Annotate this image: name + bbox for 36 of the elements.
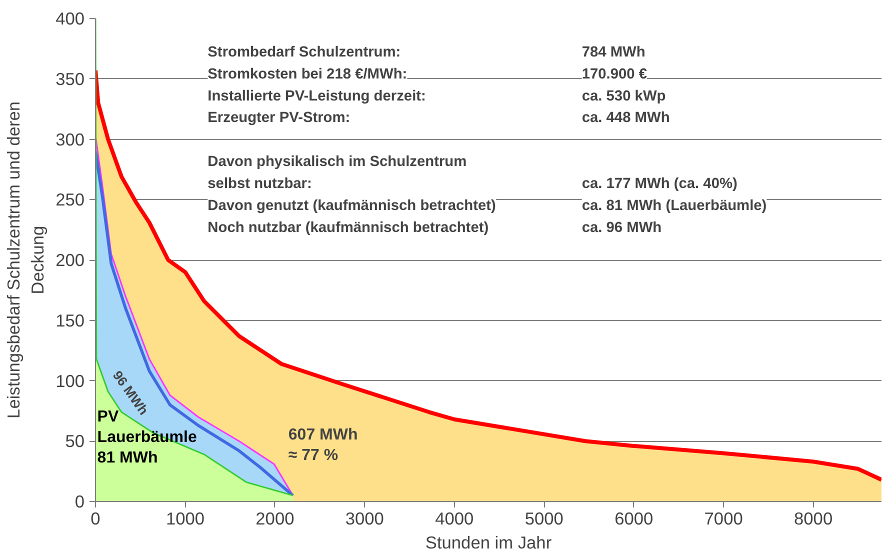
y-tick-label: 50 bbox=[65, 431, 85, 452]
x-tick-label: 4000 bbox=[435, 508, 474, 528]
y-axis-title: Leistungsbedarf Schulzentrum und deren Deckung bbox=[4, 102, 48, 418]
annotation: 607 MWh ≈ 77 % bbox=[288, 426, 358, 464]
x-tick-label: 8000 bbox=[794, 508, 833, 528]
y-tick-label: 0 bbox=[74, 492, 85, 512]
x-tick-label: 0 bbox=[90, 508, 100, 528]
y-tick-label: 200 bbox=[56, 250, 85, 270]
x-tick-label: 3000 bbox=[345, 508, 384, 528]
y-tick-label: 100 bbox=[56, 370, 85, 391]
annotation: 170.900 € bbox=[582, 66, 648, 82]
annotation: 784 MWh bbox=[582, 44, 646, 60]
annotation: ca. 177 MWh (ca. 40%) bbox=[582, 176, 738, 192]
annotation: Davon genutzt (kaufmännisch betrachtet) bbox=[208, 198, 496, 214]
y-tick-label: 300 bbox=[56, 129, 85, 150]
annotation: ca. 530 kWp bbox=[582, 88, 666, 104]
x-tick-label: 1000 bbox=[166, 508, 205, 528]
x-axis-title: Stunden im Jahr bbox=[425, 532, 552, 552]
annotation: ca. 96 MWh bbox=[582, 220, 662, 236]
annotation: ca. 81 MWh (Lauerbäumle) bbox=[582, 198, 767, 214]
y-tick-label: 150 bbox=[56, 310, 85, 330]
annotation: Installierte PV-Leistung derzeit: bbox=[208, 88, 426, 104]
x-tick-label: 6000 bbox=[614, 508, 654, 528]
annotation: Noch nutzbar (kaufmännisch betrachtet) bbox=[208, 220, 489, 236]
x-tick-label: 2000 bbox=[256, 508, 294, 528]
x-tick-label: 7000 bbox=[704, 508, 743, 528]
y-tick-label: 400 bbox=[56, 8, 85, 28]
annotation: Stromkosten bei 218 €/MWh: bbox=[208, 66, 408, 82]
annotation: Davon physikalisch im Schulzentrum bbox=[208, 154, 467, 170]
y-tick-label: 350 bbox=[56, 68, 85, 89]
annotation: Erzeugter PV-Strom: bbox=[208, 110, 350, 126]
annotation: selbst nutzbar: bbox=[208, 176, 312, 192]
y-tick-label: 250 bbox=[56, 190, 85, 210]
annotation: ca. 448 MWh bbox=[582, 110, 670, 126]
x-tick-label: 5000 bbox=[524, 508, 564, 528]
annotation: Strombedarf Schulzentrum: bbox=[208, 44, 401, 60]
